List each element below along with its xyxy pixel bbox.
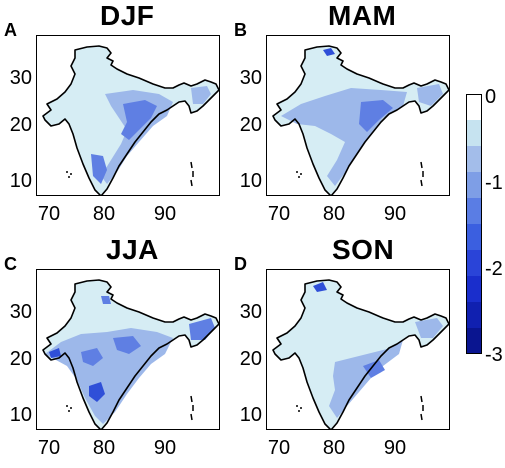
- panel-djf: A DJF 30 20 10 70 80 90: [0, 0, 230, 230]
- colorbar-step: [466, 120, 482, 147]
- x-tick: 70: [267, 437, 291, 459]
- x-tick: 70: [37, 437, 61, 459]
- map-frame: [266, 269, 450, 430]
- map-frame: [36, 269, 220, 430]
- y-tick: 10: [239, 404, 262, 426]
- colorbar-tick: -3: [485, 344, 503, 366]
- india-outline: [42, 279, 219, 429]
- rainfall-region: [91, 154, 107, 184]
- rainfall-region: [329, 340, 403, 418]
- colorbar-step: [466, 276, 482, 303]
- rainfall-region: [121, 100, 157, 140]
- rainfall-region: [113, 336, 141, 354]
- colorbar-step: [466, 224, 482, 251]
- colorbar-tick: 0: [485, 86, 497, 108]
- y-tick: 30: [239, 301, 262, 323]
- rainfall-region: [49, 348, 61, 358]
- panel-title: JJA: [106, 234, 159, 265]
- y-tick: 30: [9, 301, 32, 323]
- colorbar-tick: -1: [485, 172, 503, 194]
- x-tick: 80: [322, 203, 346, 225]
- island-marks: [190, 161, 194, 187]
- y-tick: 10: [239, 170, 262, 192]
- x-tick: 80: [92, 203, 116, 225]
- y-tick: 30: [9, 67, 32, 89]
- island-marks: [296, 171, 298, 173]
- rainfall-region: [273, 280, 449, 429]
- x-tick: 90: [383, 203, 407, 225]
- panel-title: DJF: [100, 0, 155, 31]
- panel-title: MAM: [328, 0, 397, 31]
- colorbar-step: [466, 146, 482, 173]
- india-map: [272, 279, 449, 429]
- panel-mam: B MAM 30 20 10 70 80 90: [230, 0, 460, 230]
- x-tick: 70: [267, 203, 291, 225]
- panel-title: SON: [332, 234, 395, 265]
- colorbar: [466, 94, 482, 354]
- colorbar-step: [466, 198, 482, 225]
- rainfall-region: [45, 328, 173, 424]
- island-marks: [296, 405, 298, 407]
- island-marks: [420, 395, 424, 421]
- rainfall-region: [81, 348, 103, 366]
- x-tick: 70: [37, 203, 61, 225]
- india-map: [42, 45, 219, 195]
- island-marks: [190, 395, 194, 421]
- panel-label: B: [234, 20, 247, 40]
- x-tick: 90: [383, 437, 407, 459]
- y-tick: 20: [239, 348, 262, 370]
- rainfall-region: [89, 382, 105, 402]
- india-map: [42, 279, 219, 429]
- y-tick: 10: [9, 170, 32, 192]
- rainfall-region: [415, 318, 443, 338]
- colorbar-step: [466, 302, 482, 329]
- india-outline: [42, 45, 219, 195]
- colorbar-gradient: [466, 94, 482, 354]
- rainfall-region: [101, 90, 173, 184]
- x-tick: 90: [153, 203, 177, 225]
- y-tick: 10: [9, 404, 32, 426]
- y-tick: 20: [239, 114, 262, 136]
- rainfall-region: [359, 100, 393, 132]
- panel-label: D: [234, 254, 247, 274]
- panel-jja: C JJA 30 20 10 70 80 90: [0, 234, 230, 464]
- colorbar-tick: -2: [485, 258, 503, 280]
- island-marks: [66, 405, 68, 407]
- y-tick: 20: [9, 114, 32, 136]
- india-map: [272, 45, 449, 195]
- x-tick: 80: [92, 437, 116, 459]
- colorbar-step: [466, 94, 482, 121]
- panel-label: A: [4, 20, 17, 40]
- x-tick: 80: [322, 437, 346, 459]
- y-tick: 20: [9, 348, 32, 370]
- india-outline: [272, 279, 449, 429]
- rainfall-region: [313, 282, 327, 292]
- colorbar-step: [466, 328, 482, 354]
- map-frame: [36, 35, 220, 196]
- panel-son: D SON 30 20 10 70 80 90: [230, 234, 460, 464]
- island-marks: [66, 171, 68, 173]
- panel-label: C: [4, 254, 17, 274]
- island-marks: [420, 161, 424, 187]
- rainfall-region: [101, 296, 111, 304]
- rainfall-region: [363, 360, 385, 378]
- india-outline: [272, 45, 449, 195]
- y-tick: 30: [239, 67, 262, 89]
- x-tick: 90: [153, 437, 177, 459]
- colorbar-step: [466, 172, 482, 199]
- map-frame: [266, 35, 450, 196]
- rainfall-region: [323, 48, 335, 56]
- colorbar-step: [466, 250, 482, 277]
- rainfall-region: [417, 84, 443, 106]
- rainfall-region: [191, 86, 211, 104]
